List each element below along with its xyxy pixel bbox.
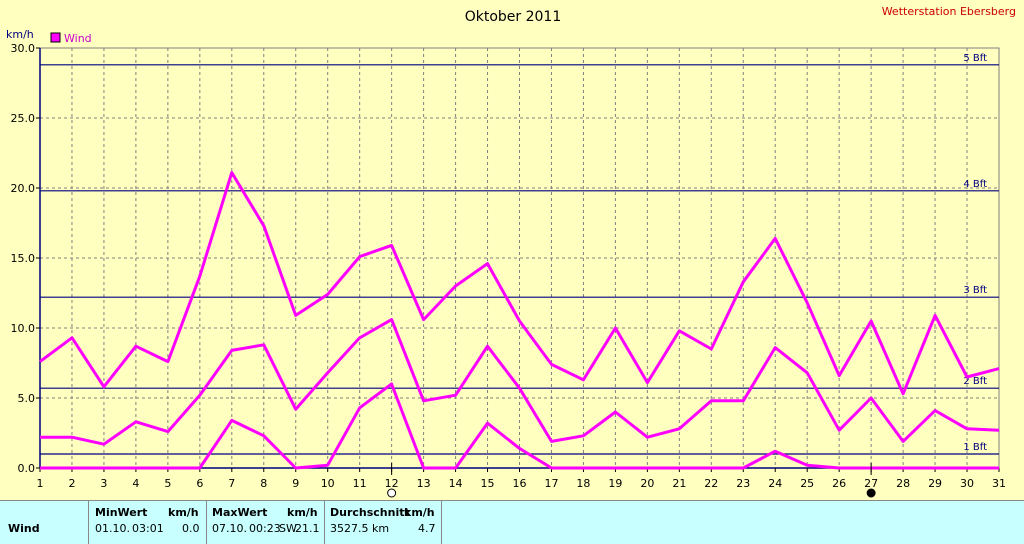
min-header: MinWert (95, 506, 148, 519)
max-header: MaxWert (212, 506, 268, 519)
max-unit: km/h (287, 506, 318, 519)
x-tick-label: 27 (864, 477, 878, 490)
series-line (40, 382, 999, 470)
beaufort-label: 4 Bft (963, 179, 987, 190)
x-tick-label: 26 (832, 477, 846, 490)
x-tick-label: 12 (385, 477, 399, 490)
x-tick-label: 16 (513, 477, 527, 490)
x-tick-label: 21 (672, 477, 686, 490)
x-tick-label: 11 (353, 477, 367, 490)
new-moon-icon (866, 488, 876, 498)
x-tick-label: 14 (449, 477, 463, 490)
max-time: 00:23 (249, 522, 281, 535)
x-tick-label: 7 (228, 477, 235, 490)
stats-row-label: Wind (8, 522, 40, 535)
y-tick-label: 30.0 (11, 42, 36, 55)
max-date: 07.10. (212, 522, 247, 535)
legend-swatch (50, 32, 61, 43)
y-tick-label: 0.0 (18, 462, 36, 475)
y-tick-label: 15.0 (11, 252, 36, 265)
y-tick-label: 20.0 (11, 182, 36, 195)
beaufort-label: 3 Bft (963, 285, 987, 296)
x-tick-label: 20 (640, 477, 654, 490)
x-tick-label: 18 (576, 477, 590, 490)
x-tick-label: 10 (321, 477, 335, 490)
x-tick-label: 9 (292, 477, 299, 490)
x-tick-label: 15 (481, 477, 495, 490)
x-tick-label: 28 (896, 477, 910, 490)
x-tick-label: 1 (37, 477, 44, 490)
x-tick-label: 29 (928, 477, 942, 490)
y-tick-label: 25.0 (11, 112, 36, 125)
x-tick-label: 17 (544, 477, 558, 490)
x-tick-label: 4 (132, 477, 139, 490)
y-axis-unit: km/h (6, 28, 34, 41)
min-unit: km/h (168, 506, 199, 519)
avg-distance: 3527.5 km (330, 522, 390, 535)
beaufort-label: 5 Bft (963, 53, 987, 64)
x-tick-label: 2 (68, 477, 75, 490)
station-name: Wetterstation Ebersberg (882, 5, 1016, 18)
x-tick-label: 6 (196, 477, 203, 490)
y-tick-label: 10.0 (11, 322, 36, 335)
stats-panel: Wind MinWert km/h 01.10. 03:01 0.0 MaxWe… (0, 500, 1024, 544)
wind-chart: Oktober 2011 Wetterstation Ebersberg km/… (6, 5, 1016, 498)
avg-header: Durchschnitt (330, 506, 410, 519)
min-date: 01.10. (95, 522, 130, 535)
x-tick-label: 19 (608, 477, 622, 490)
avg-value: 4.7 (418, 522, 436, 535)
x-tick-label: 23 (736, 477, 750, 490)
x-tick-label: 25 (800, 477, 814, 490)
plot-area: 1 Bft 2 Bft 3 Bft 4 Bft 5 Bft 0.0 5.0 10.0 15.0 2… (11, 42, 1006, 498)
x-tick-label: 13 (417, 477, 431, 490)
y-tick-label: 5.0 (18, 392, 36, 405)
x-tick-label: 8 (260, 477, 267, 490)
series-line (40, 318, 1000, 446)
chart-title: Oktober 2011 (465, 9, 562, 25)
x-tick-label: 31 (992, 477, 1006, 490)
series-line (39, 171, 1000, 396)
full-moon-icon (387, 488, 397, 498)
beaufort-label: 2 Bft (963, 376, 987, 387)
x-tick-label: 3 (100, 477, 107, 490)
min-value: 0.0 (182, 522, 200, 535)
x-tick-label: 22 (704, 477, 718, 490)
beaufort-label: 1 Bft (963, 442, 987, 453)
min-time: 03:01 (132, 522, 164, 535)
legend-label: Wind (64, 32, 92, 45)
max-value: 21.1 (295, 522, 320, 535)
x-tick-label: 30 (960, 477, 974, 490)
max-direction: SW (279, 522, 297, 535)
x-tick-label: 5 (164, 477, 171, 490)
x-tick-label: 24 (768, 477, 782, 490)
avg-unit: km/h (404, 506, 435, 519)
